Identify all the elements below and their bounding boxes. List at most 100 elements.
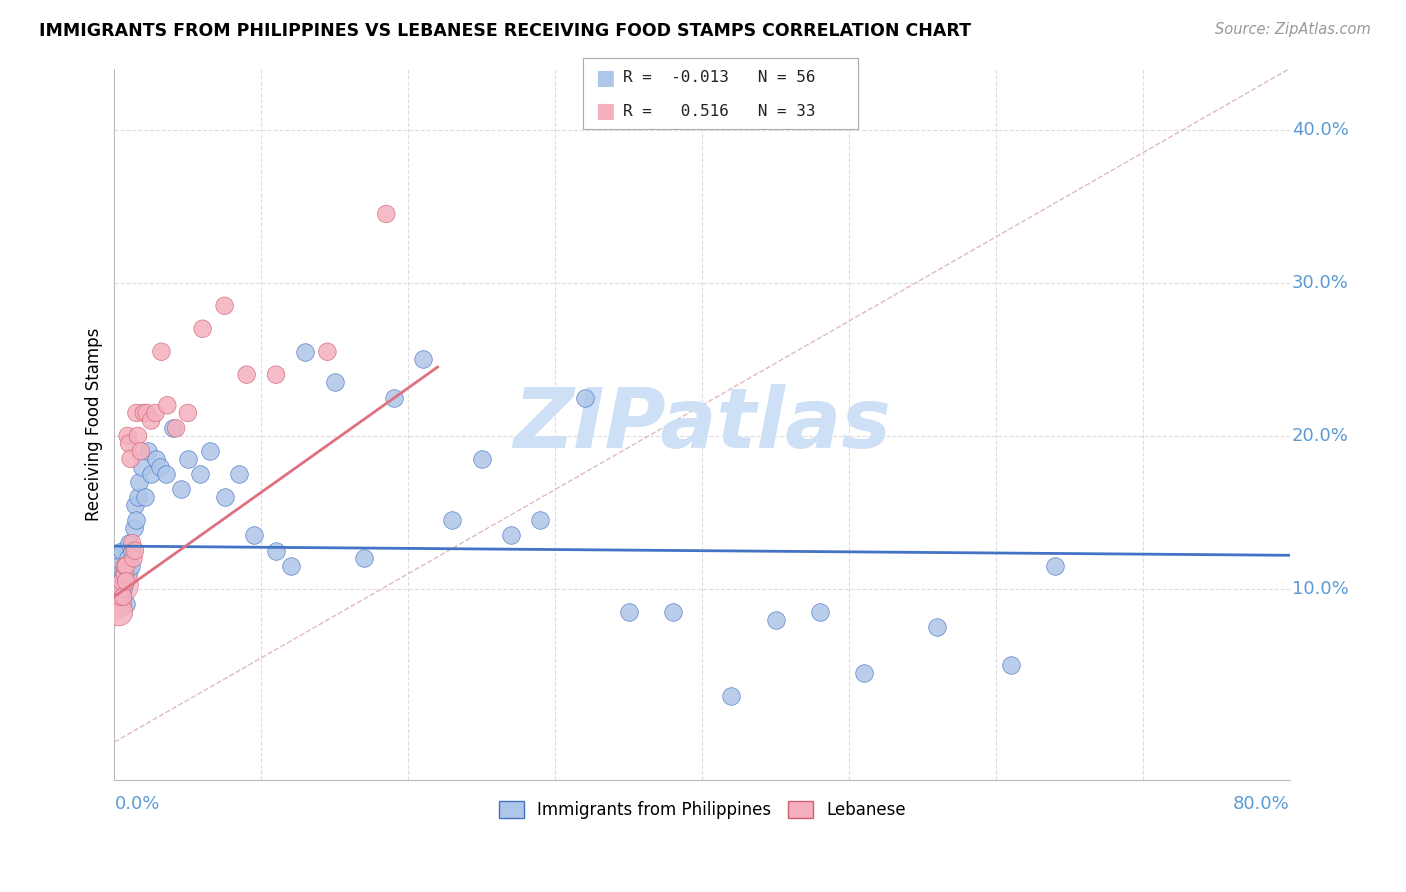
Text: 0.0%: 0.0%	[114, 795, 160, 813]
Point	[280, 559, 302, 574]
Point	[118, 436, 141, 450]
Point	[129, 444, 152, 458]
Point	[108, 605, 131, 619]
Point	[112, 582, 135, 596]
Point	[132, 406, 155, 420]
Point	[108, 574, 131, 589]
Text: IMMIGRANTS FROM PHILIPPINES VS LEBANESE RECEIVING FOOD STAMPS CORRELATION CHART: IMMIGRANTS FROM PHILIPPINES VS LEBANESE …	[39, 22, 972, 40]
Point	[118, 536, 141, 550]
Point	[139, 467, 162, 482]
Point	[501, 528, 523, 542]
Point	[214, 490, 236, 504]
Point	[124, 543, 146, 558]
Point	[105, 562, 128, 576]
Text: 30.0%: 30.0%	[1292, 274, 1348, 292]
Point	[529, 513, 551, 527]
Point	[124, 498, 146, 512]
Point	[353, 551, 375, 566]
Point	[228, 467, 250, 482]
Point	[574, 391, 596, 405]
Point	[264, 543, 287, 558]
Point	[105, 577, 128, 591]
Point	[765, 613, 787, 627]
Point	[156, 398, 179, 412]
Point	[243, 528, 266, 542]
Point	[294, 344, 316, 359]
Point	[127, 429, 149, 443]
Point	[131, 459, 153, 474]
Text: 80.0%: 80.0%	[1233, 795, 1289, 813]
Point	[121, 536, 143, 550]
Point	[112, 566, 135, 581]
Point	[128, 475, 150, 489]
Point	[150, 344, 173, 359]
Point	[112, 590, 135, 604]
Legend: Immigrants from Philippines, Lebanese: Immigrants from Philippines, Lebanese	[492, 794, 912, 825]
Text: ■: ■	[595, 68, 614, 88]
Point	[115, 597, 138, 611]
Point	[165, 421, 187, 435]
Point	[134, 490, 156, 504]
Point	[375, 207, 398, 221]
Point	[114, 566, 136, 581]
Point	[661, 605, 683, 619]
Point	[111, 574, 134, 589]
Point	[122, 521, 145, 535]
Point	[471, 451, 494, 466]
Text: Source: ZipAtlas.com: Source: ZipAtlas.com	[1215, 22, 1371, 37]
Text: R =   0.516   N = 33: R = 0.516 N = 33	[623, 104, 815, 119]
Point	[169, 483, 191, 497]
Point	[808, 605, 831, 619]
Point	[125, 513, 148, 527]
Point	[852, 666, 875, 681]
Point	[316, 344, 339, 359]
Point	[617, 605, 640, 619]
Point	[720, 689, 742, 703]
Point	[188, 467, 211, 482]
Point	[105, 551, 128, 566]
Point	[177, 406, 200, 420]
Point	[927, 620, 949, 634]
Point	[177, 451, 200, 466]
Point	[323, 376, 346, 390]
Point	[111, 543, 134, 558]
Text: 40.0%: 40.0%	[1292, 120, 1348, 139]
Point	[264, 368, 287, 382]
Text: 10.0%: 10.0%	[1292, 580, 1348, 598]
Y-axis label: Receiving Food Stamps: Receiving Food Stamps	[86, 327, 103, 521]
Point	[114, 559, 136, 574]
Text: 20.0%: 20.0%	[1292, 427, 1348, 445]
Point	[120, 451, 142, 466]
Point	[110, 590, 132, 604]
Text: R =  -0.013   N = 56: R = -0.013 N = 56	[623, 70, 815, 86]
Point	[127, 490, 149, 504]
Point	[155, 467, 177, 482]
Point	[1043, 559, 1066, 574]
Point	[122, 551, 145, 566]
Point	[412, 352, 434, 367]
Point	[191, 322, 214, 336]
Point	[110, 566, 132, 581]
Point	[117, 551, 139, 566]
Point	[111, 582, 134, 596]
Point	[125, 406, 148, 420]
Point	[136, 444, 159, 458]
Point	[115, 559, 138, 574]
Point	[149, 459, 172, 474]
Point	[114, 574, 136, 589]
Point	[114, 559, 136, 574]
Point	[145, 406, 167, 420]
Point	[105, 597, 128, 611]
Point	[117, 429, 139, 443]
Point	[235, 368, 257, 382]
Point	[121, 543, 143, 558]
Text: ■: ■	[595, 102, 614, 121]
Point	[139, 414, 162, 428]
Point	[145, 451, 167, 466]
Point	[198, 444, 221, 458]
Text: ZIPatlas: ZIPatlas	[513, 384, 891, 465]
Point	[108, 559, 131, 574]
Point	[111, 590, 134, 604]
Point	[382, 391, 405, 405]
Point	[441, 513, 464, 527]
